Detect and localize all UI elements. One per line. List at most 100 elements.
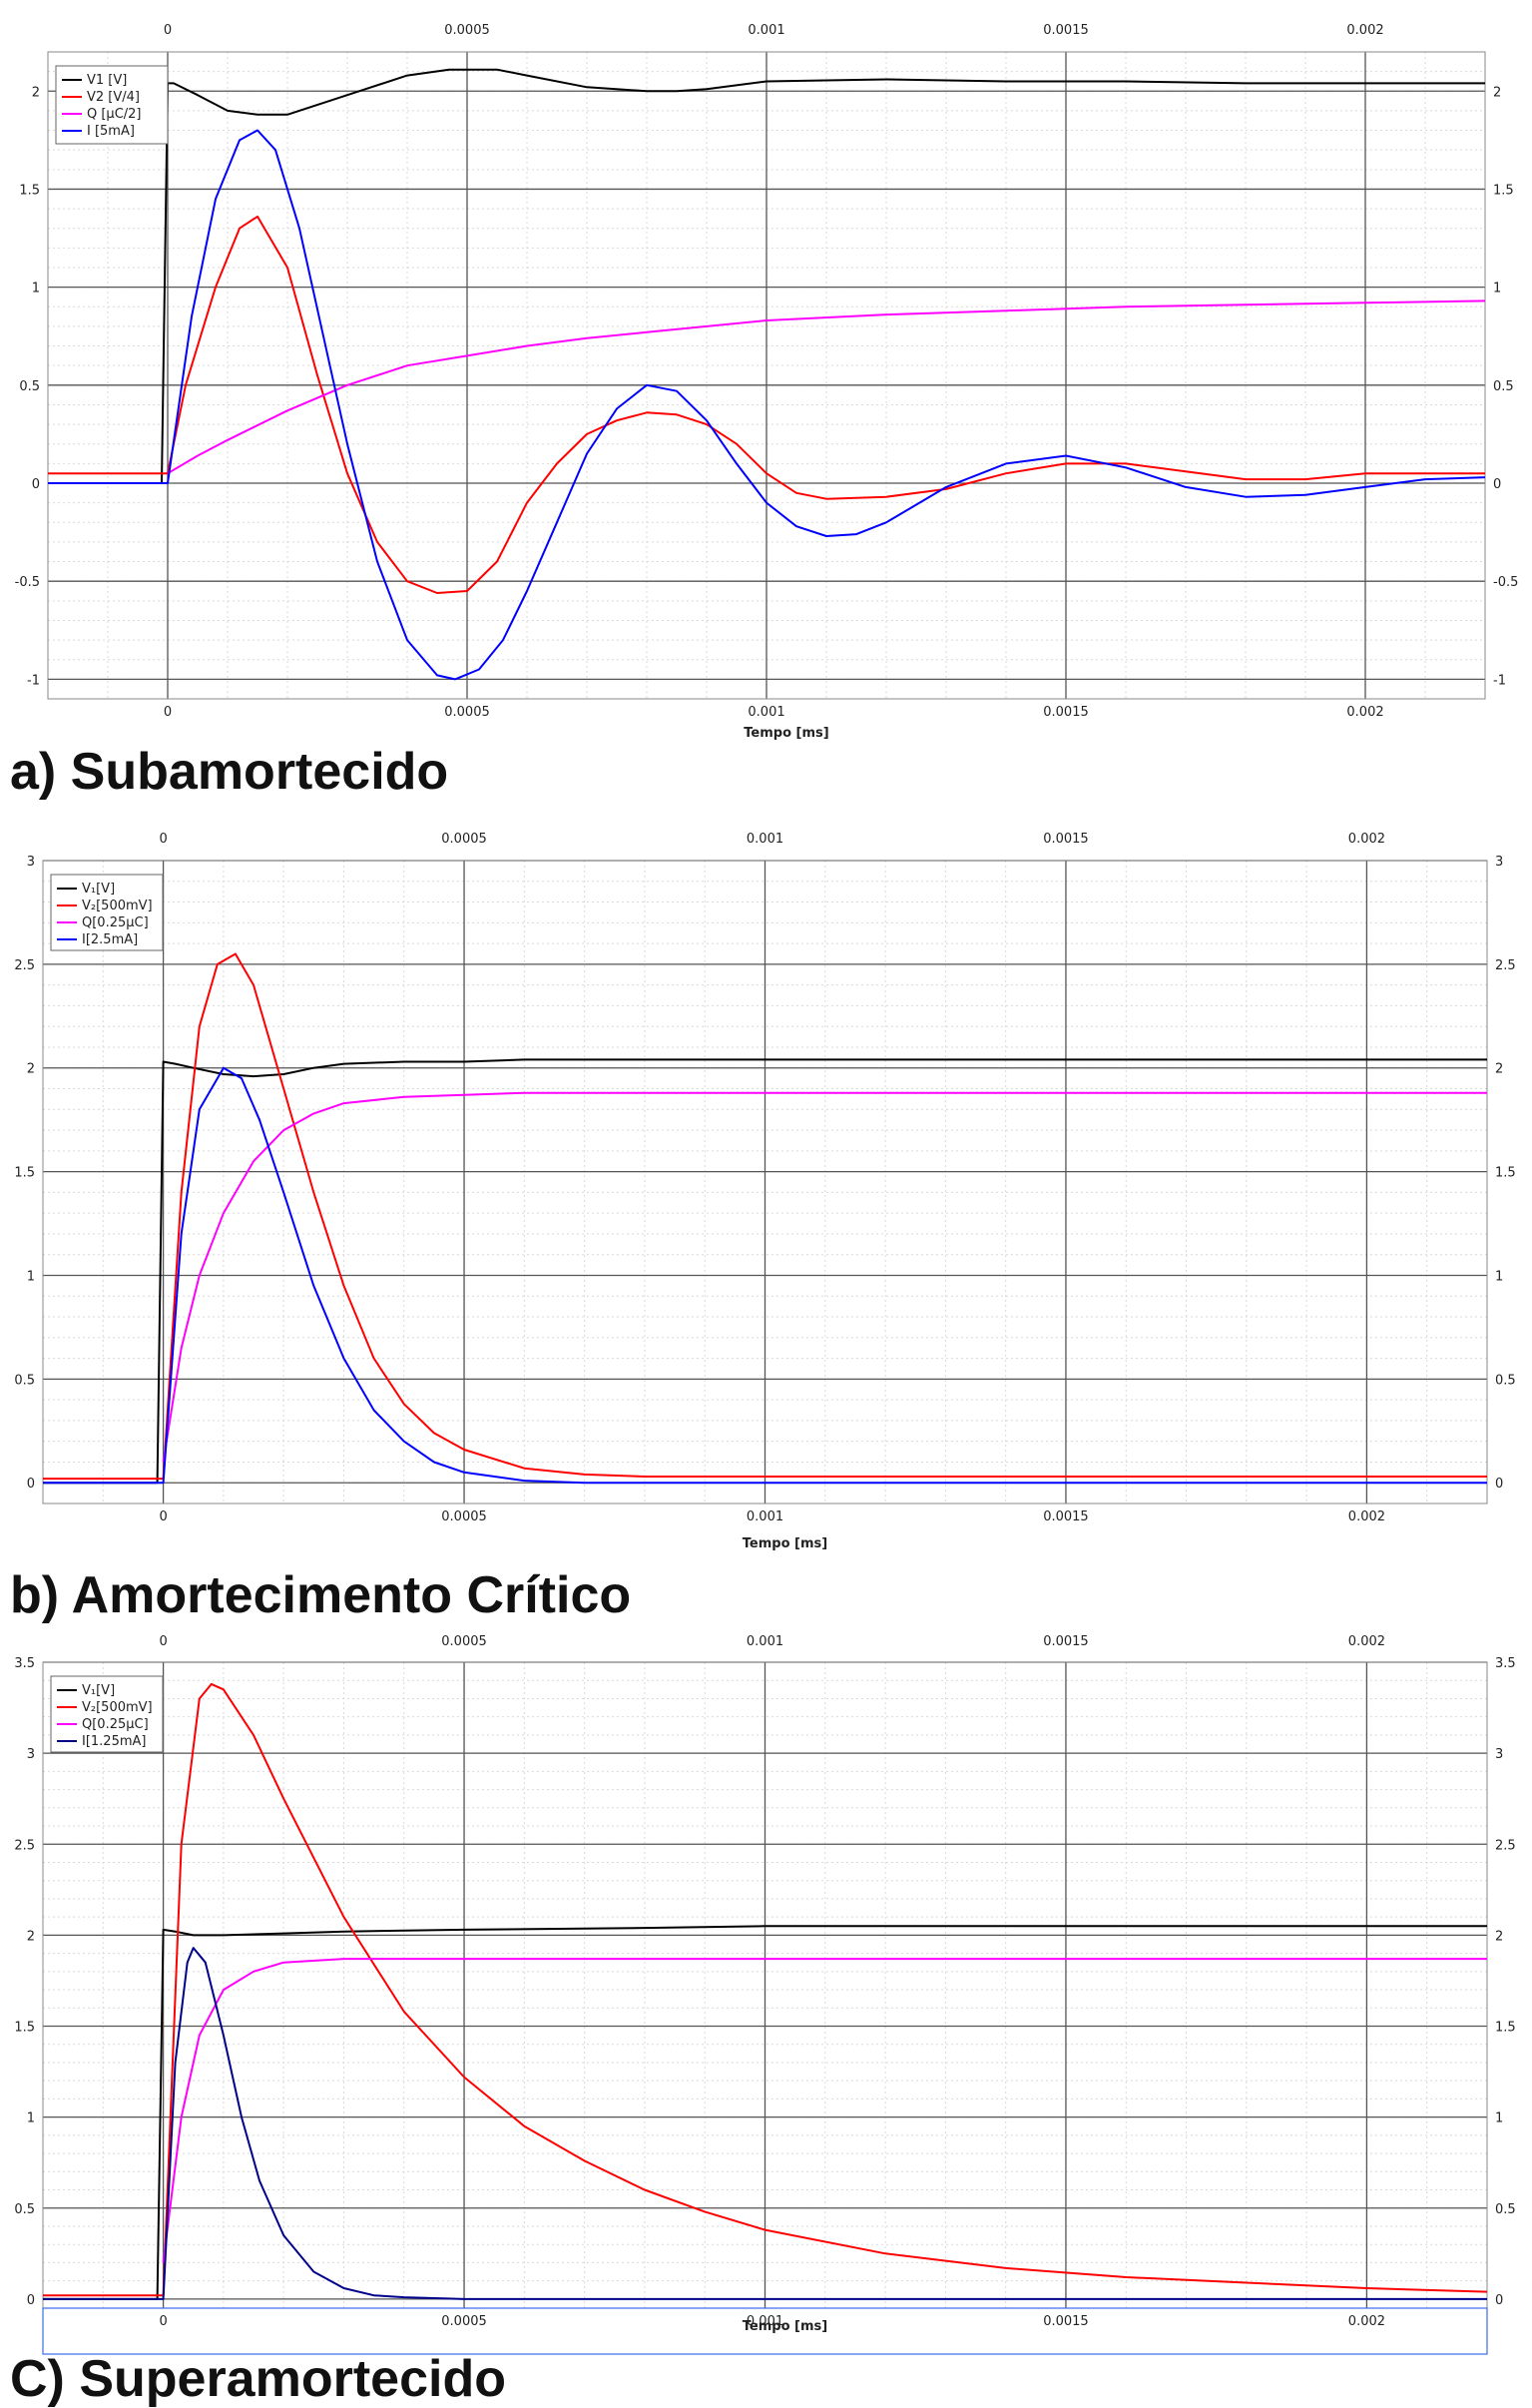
- x-tick-label: 0: [159, 1509, 167, 1524]
- y-tick-label-right: 3: [1495, 855, 1503, 870]
- legend-entry: V2 [V/4]: [87, 90, 140, 105]
- x-tick-label-top: 0.001: [747, 1634, 783, 1649]
- series-line-3: [162, 1958, 1487, 2263]
- y-tick-label: 2: [27, 1062, 35, 1077]
- y-tick-label-right: 0: [1493, 477, 1501, 492]
- x-tick-label-top: 0: [159, 832, 167, 847]
- y-tick-label: 0: [32, 477, 40, 492]
- y-tick-label-right: 2: [1493, 85, 1501, 100]
- x-tick-label-top: 0.002: [1348, 1634, 1385, 1649]
- y-tick-label-right: 0.5: [1495, 1373, 1516, 1388]
- y-tick-label-right: 2: [1495, 1929, 1503, 1944]
- panel-caption: C) Superamortecido: [10, 2350, 506, 2408]
- x-tick-label: 0.0005: [444, 705, 490, 720]
- y-tick-label-right: 0.5: [1493, 379, 1514, 394]
- legend-entry: I[2.5mA]: [82, 932, 138, 947]
- y-tick-label: 3.5: [14, 1656, 35, 1671]
- y-tick-label-right: 0.5: [1495, 2202, 1516, 2217]
- y-tick-label: 2.5: [14, 958, 35, 973]
- y-tick-label-right: -0.5: [1493, 575, 1518, 590]
- y-tick-label: 0: [27, 2293, 35, 2308]
- y-tick-label-right: 3: [1495, 1747, 1503, 1762]
- y-tick-label: 1.5: [14, 2021, 35, 2036]
- y-tick-label: 0: [27, 1477, 35, 1492]
- legend-entry: Q [µC/2]: [87, 107, 142, 122]
- x-tick-label: 0.0005: [441, 1509, 487, 1524]
- chart-panel-1: 0 0 0.0005 0.0005 0.001 0.001 0.0015 0.0015 0.00…: [10, 23, 1518, 801]
- series-line-4: [43, 1947, 1487, 2300]
- series-line-2: [43, 1682, 1487, 2297]
- x-tick-label: 0.0015: [1043, 2314, 1089, 2329]
- series-line-2: [43, 952, 1487, 1481]
- y-tick-label: 2: [27, 1929, 35, 1944]
- x-tick-label: 0: [164, 705, 172, 720]
- series-line-3: [162, 1091, 1487, 1463]
- x-tick-label-top: 0.001: [748, 23, 784, 38]
- x-tick-label-top: 0.0005: [441, 1634, 487, 1649]
- x-tick-label-top: 0: [159, 1634, 167, 1649]
- chart-panel-3: 0 0 0.0005 0.0005 0.001 0.001 0.0015 0.0015 0.00…: [10, 1634, 1516, 2408]
- legend-entry: V₁[V]: [82, 882, 115, 897]
- series-line-1: [43, 1058, 1487, 1485]
- y-tick-label-right: 1: [1495, 2111, 1503, 2126]
- selection-outline: [42, 2307, 1488, 2355]
- legend-entry: I[1.25mA]: [82, 1734, 146, 1749]
- y-tick-label-right: 3.5: [1495, 1656, 1516, 1671]
- x-axis-label: Tempo [ms]: [743, 1536, 827, 1551]
- y-tick-label: -0.5: [15, 575, 40, 590]
- x-tick-label-top: 0.002: [1346, 23, 1383, 38]
- x-tick-label: 0.002: [1348, 1509, 1385, 1524]
- x-tick-label: 0.0015: [1043, 705, 1089, 720]
- x-tick-label: 0.001: [748, 705, 784, 720]
- x-tick-label-top: 0.0015: [1043, 23, 1089, 38]
- panel-caption: a) Subamortecido: [10, 743, 448, 801]
- legend-box: [50, 874, 164, 951]
- panel-caption: b) Amortecimento Crítico: [10, 1566, 631, 1624]
- y-tick-label-right: 2.5: [1495, 958, 1516, 973]
- y-tick-label-right: 1: [1495, 1269, 1503, 1284]
- x-axis-label: Tempo [ms]: [743, 2319, 827, 2334]
- x-tick-label-top: 0.0005: [444, 23, 490, 38]
- x-tick-label: 0.0005: [441, 2314, 487, 2329]
- x-tick-label: 0: [159, 2314, 167, 2329]
- y-tick-label-right: 0: [1495, 1477, 1503, 1492]
- plot-frame: [47, 51, 1486, 700]
- y-tick-label: 1.5: [14, 1166, 35, 1181]
- y-tick-label: 1: [27, 1269, 35, 1284]
- y-tick-label: 0.5: [14, 1373, 35, 1388]
- series-line-1: [48, 68, 1485, 484]
- x-tick-label: 0.001: [747, 1509, 783, 1524]
- y-tick-label: 2.5: [14, 1838, 35, 1853]
- y-tick-label-right: 2: [1495, 1062, 1503, 1077]
- y-tick-label: 3: [27, 855, 35, 870]
- series-line-3: [167, 300, 1485, 475]
- legend-entry: Q[0.25µC]: [82, 1717, 149, 1732]
- x-tick-label-top: 0: [164, 23, 172, 38]
- legend-entry: V₁[V]: [82, 1683, 115, 1698]
- series-line-4: [48, 129, 1485, 681]
- legend-entry: V₂[500mV]: [82, 899, 153, 913]
- plot-frame: [42, 860, 1488, 1505]
- legend-entry: V₂[500mV]: [82, 1700, 153, 1715]
- y-tick-label: 0.5: [14, 2202, 35, 2217]
- x-tick-label-top: 0.0005: [441, 832, 487, 847]
- y-tick-label: 1.5: [19, 183, 40, 198]
- legend-entry: Q[0.25µC]: [82, 915, 149, 930]
- y-tick-label: 0.5: [19, 379, 40, 394]
- chart-panel-2: 0 0 0.0005 0.0005 0.001 0.001 0.0015 0.0015 0.00…: [10, 832, 1516, 1624]
- x-tick-label: 0.002: [1348, 2314, 1385, 2329]
- x-tick-label: 0.002: [1346, 705, 1383, 720]
- y-tick-label-right: -1: [1493, 673, 1506, 688]
- x-tick-label-top: 0.0015: [1043, 1634, 1089, 1649]
- y-tick-label: 3: [27, 1747, 35, 1762]
- series-line-4: [43, 1066, 1487, 1485]
- legend-box: [50, 1675, 164, 1753]
- x-tick-label: 0.0015: [1043, 1509, 1089, 1524]
- x-tick-label: 0.001: [747, 2314, 783, 2329]
- y-tick-label: 1: [27, 2111, 35, 2126]
- x-tick-label-top: 0.002: [1348, 832, 1385, 847]
- series-line-2: [48, 215, 1485, 594]
- y-tick-label-right: 1: [1493, 282, 1501, 297]
- y-tick-label-right: 1.5: [1493, 183, 1514, 198]
